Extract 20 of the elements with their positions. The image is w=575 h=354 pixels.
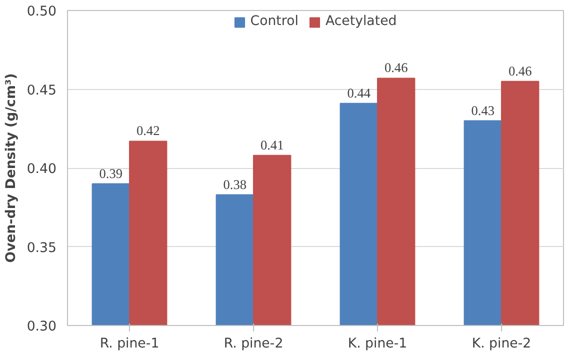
data-label: 0.39	[99, 166, 123, 181]
legend-label: Control	[250, 14, 298, 29]
x-tick-label: K. pine-1	[348, 336, 408, 352]
x-tick-label: R. pine-2	[224, 336, 284, 352]
data-label: 0.42	[136, 123, 160, 138]
legend-label: Acetylated	[325, 14, 397, 29]
x-tick-label: K. pine-2	[472, 336, 532, 352]
y-axis-title: Oven-dry Density (g/cm³)	[4, 73, 19, 263]
data-label: 0.46	[508, 63, 532, 78]
text: 0.45	[26, 83, 57, 98]
text: 0.35	[26, 240, 57, 256]
data-label: 0.38	[223, 176, 247, 192]
text: 0.40	[26, 162, 57, 177]
data-label: 0.41	[260, 137, 284, 152]
text: 0.50	[26, 4, 57, 20]
data-label: 0.43	[471, 102, 495, 118]
data-label: 0.46	[384, 60, 408, 76]
x-tick-label: R. pine-1	[100, 336, 160, 352]
text: 0.30	[26, 320, 57, 334]
data-label: 0.44	[347, 85, 371, 100]
